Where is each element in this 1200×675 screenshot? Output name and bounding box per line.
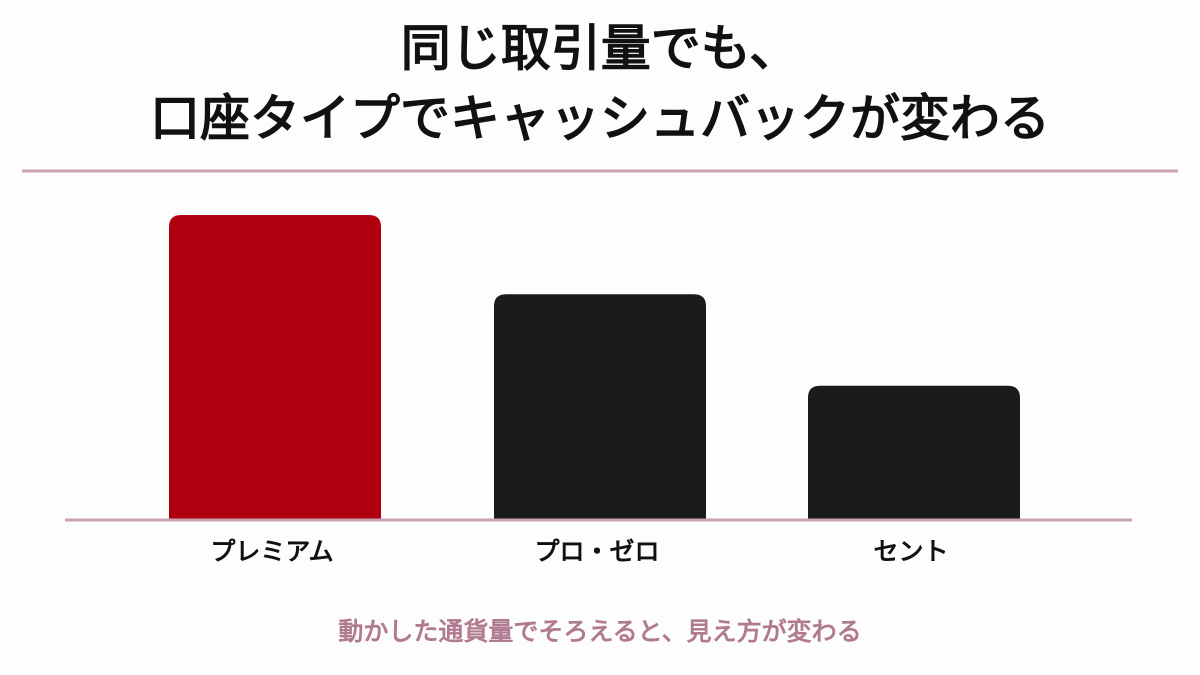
- bar: [494, 294, 706, 520]
- chart-title: 同じ取引量でも、: [401, 20, 800, 78]
- caption: 動かした通貨量でそろえると、見え方が変わる: [338, 617, 861, 646]
- x-tick-label: セント: [873, 537, 948, 566]
- bar: [169, 215, 381, 520]
- chart-title: 口座タイプでキャッシュバックが変わる: [150, 90, 1050, 148]
- x-tick-label: プレミアム: [210, 537, 333, 566]
- bar: [808, 385, 1020, 520]
- x-tick-label: プロ・ゼロ: [534, 537, 659, 566]
